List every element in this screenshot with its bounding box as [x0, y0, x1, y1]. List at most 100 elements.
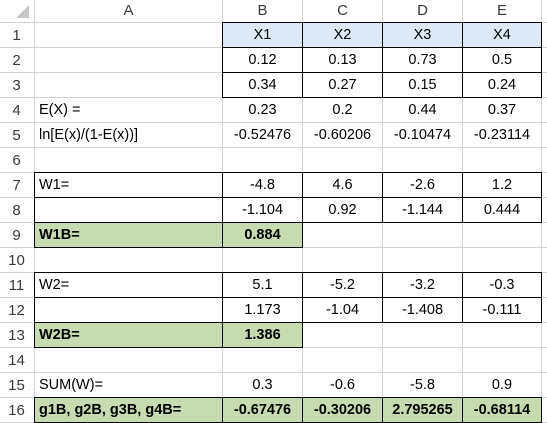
- cell-d15[interactable]: -5.8: [410, 376, 435, 393]
- cell-c11[interactable]: -5.2: [330, 276, 355, 293]
- cell-e12[interactable]: -0.111: [482, 301, 522, 318]
- cell-b7[interactable]: -4.8: [250, 176, 275, 193]
- column-header-d[interactable]: D: [383, 0, 462, 21]
- row-header-12[interactable]: 12: [0, 298, 33, 322]
- cell-c12[interactable]: -1.04: [325, 301, 360, 318]
- cell-b16[interactable]: -0.67476: [233, 401, 292, 418]
- cell-c2[interactable]: 0.13: [328, 51, 357, 68]
- row-header-3[interactable]: 3: [0, 73, 33, 97]
- cell-c15[interactable]: -0.6: [330, 376, 355, 393]
- cell-e11[interactable]: -0.3: [489, 276, 515, 293]
- cell-b4[interactable]: 0.23: [248, 101, 277, 118]
- cell-b15[interactable]: 0.3: [252, 376, 273, 393]
- cell-e5[interactable]: -0.23114: [473, 126, 531, 143]
- cell-a4[interactable]: E(X) =: [39, 101, 81, 118]
- cell-c3[interactable]: 0.27: [328, 76, 357, 93]
- row-header-16[interactable]: 16: [0, 398, 33, 422]
- cell-border: [34, 322, 35, 348]
- cell-fill: [35, 223, 222, 247]
- cell-a9[interactable]: W1B=: [39, 226, 80, 243]
- cell-c16[interactable]: -0.30206: [313, 401, 372, 418]
- cell-fill: [223, 23, 302, 47]
- row-header-10[interactable]: 10: [0, 248, 33, 272]
- cell-d11[interactable]: -3.2: [410, 276, 435, 293]
- cell-d1[interactable]: X3: [413, 26, 432, 43]
- cell-border: [34, 272, 542, 273]
- cell-e2[interactable]: 0.5: [491, 51, 513, 68]
- cell-b13[interactable]: 1.386: [244, 326, 281, 343]
- row-header-7[interactable]: 7: [0, 173, 33, 197]
- cell-border: [462, 397, 463, 423]
- row-header-5[interactable]: 5: [0, 123, 33, 147]
- cell-c1[interactable]: X2: [333, 26, 352, 43]
- cell-d8[interactable]: -1.144: [401, 201, 444, 218]
- cell-border: [541, 172, 542, 223]
- cell-b8[interactable]: -1.104: [241, 201, 284, 218]
- cell-a16[interactable]: g1B, g2B, g3B, g4B=: [39, 401, 182, 418]
- cell-d16[interactable]: 2.795265: [392, 401, 453, 418]
- column-header-e[interactable]: E: [463, 0, 541, 21]
- cell-border: [34, 222, 303, 223]
- cell-c8[interactable]: 0.92: [328, 201, 357, 218]
- cell-fill: [463, 398, 541, 422]
- cell-border: [34, 297, 542, 298]
- cell-a5[interactable]: ln[E(x)/(1-E(x))]: [39, 126, 139, 143]
- cell-b1[interactable]: X1: [253, 26, 272, 43]
- cell-b3[interactable]: 0.34: [248, 76, 277, 93]
- row-header-11[interactable]: 11: [0, 273, 33, 297]
- row-header-2[interactable]: 2: [0, 48, 33, 72]
- cell-d4[interactable]: 0.44: [408, 101, 437, 118]
- cell-e16[interactable]: -0.68114: [473, 401, 531, 418]
- cell-fill: [35, 398, 222, 422]
- cell-d5[interactable]: -0.10474: [393, 126, 452, 143]
- cell-d7[interactable]: -2.6: [410, 176, 435, 193]
- cell-border: [222, 172, 223, 223]
- cell-b5[interactable]: -0.52476: [233, 126, 292, 143]
- cell-fill: [383, 23, 462, 47]
- cell-b12[interactable]: 1.173: [244, 301, 281, 318]
- row-header-8[interactable]: 8: [0, 198, 33, 222]
- select-all-corner[interactable]: [0, 0, 34, 22]
- column-header-b[interactable]: B: [223, 0, 302, 21]
- row-header-1[interactable]: 1: [0, 23, 33, 47]
- cell-a15[interactable]: SUM(W)=: [39, 376, 104, 393]
- cell-fill: [35, 323, 222, 347]
- cell-border: [222, 272, 223, 323]
- row-header-13[interactable]: 13: [0, 323, 33, 347]
- gridline-horizontal: [0, 372, 547, 373]
- cell-e15[interactable]: 0.9: [491, 376, 513, 393]
- cell-border: [382, 22, 383, 98]
- column-header-c[interactable]: C: [303, 0, 382, 21]
- cell-fill: [223, 223, 302, 247]
- cell-e7[interactable]: 1.2: [491, 176, 513, 193]
- row-header-15[interactable]: 15: [0, 373, 33, 397]
- cell-d12[interactable]: -1.408: [401, 301, 444, 318]
- cell-a7[interactable]: W1=: [39, 176, 70, 193]
- cell-c5[interactable]: -0.60206: [313, 126, 372, 143]
- row-header-4[interactable]: 4: [0, 98, 33, 122]
- cell-border: [34, 172, 542, 173]
- cell-e4[interactable]: 0.37: [487, 101, 517, 118]
- cell-fill: [463, 23, 541, 47]
- row-header-9[interactable]: 9: [0, 223, 33, 247]
- row-header-14[interactable]: 14: [0, 348, 33, 372]
- cell-e1[interactable]: X4: [493, 26, 511, 43]
- cell-e8[interactable]: 0.444: [483, 201, 521, 218]
- cell-fill: [303, 23, 382, 47]
- cell-fill: [383, 398, 462, 422]
- column-header-a[interactable]: A: [35, 0, 222, 21]
- cell-e3[interactable]: 0.24: [487, 76, 517, 93]
- cell-b2[interactable]: 0.12: [248, 51, 277, 68]
- cell-c7[interactable]: 4.6: [332, 176, 353, 193]
- cell-a11[interactable]: W2=: [39, 276, 70, 293]
- cell-border: [302, 172, 303, 223]
- cell-a13[interactable]: W2B=: [39, 326, 80, 343]
- row-header-6[interactable]: 6: [0, 148, 33, 172]
- cell-b11[interactable]: 5.1: [252, 276, 273, 293]
- cell-border: [222, 322, 223, 348]
- cell-d2[interactable]: 0.73: [408, 51, 437, 68]
- cell-b9[interactable]: 0.884: [244, 226, 281, 243]
- cell-c4[interactable]: 0.2: [332, 101, 353, 118]
- cell-d3[interactable]: 0.15: [408, 76, 437, 93]
